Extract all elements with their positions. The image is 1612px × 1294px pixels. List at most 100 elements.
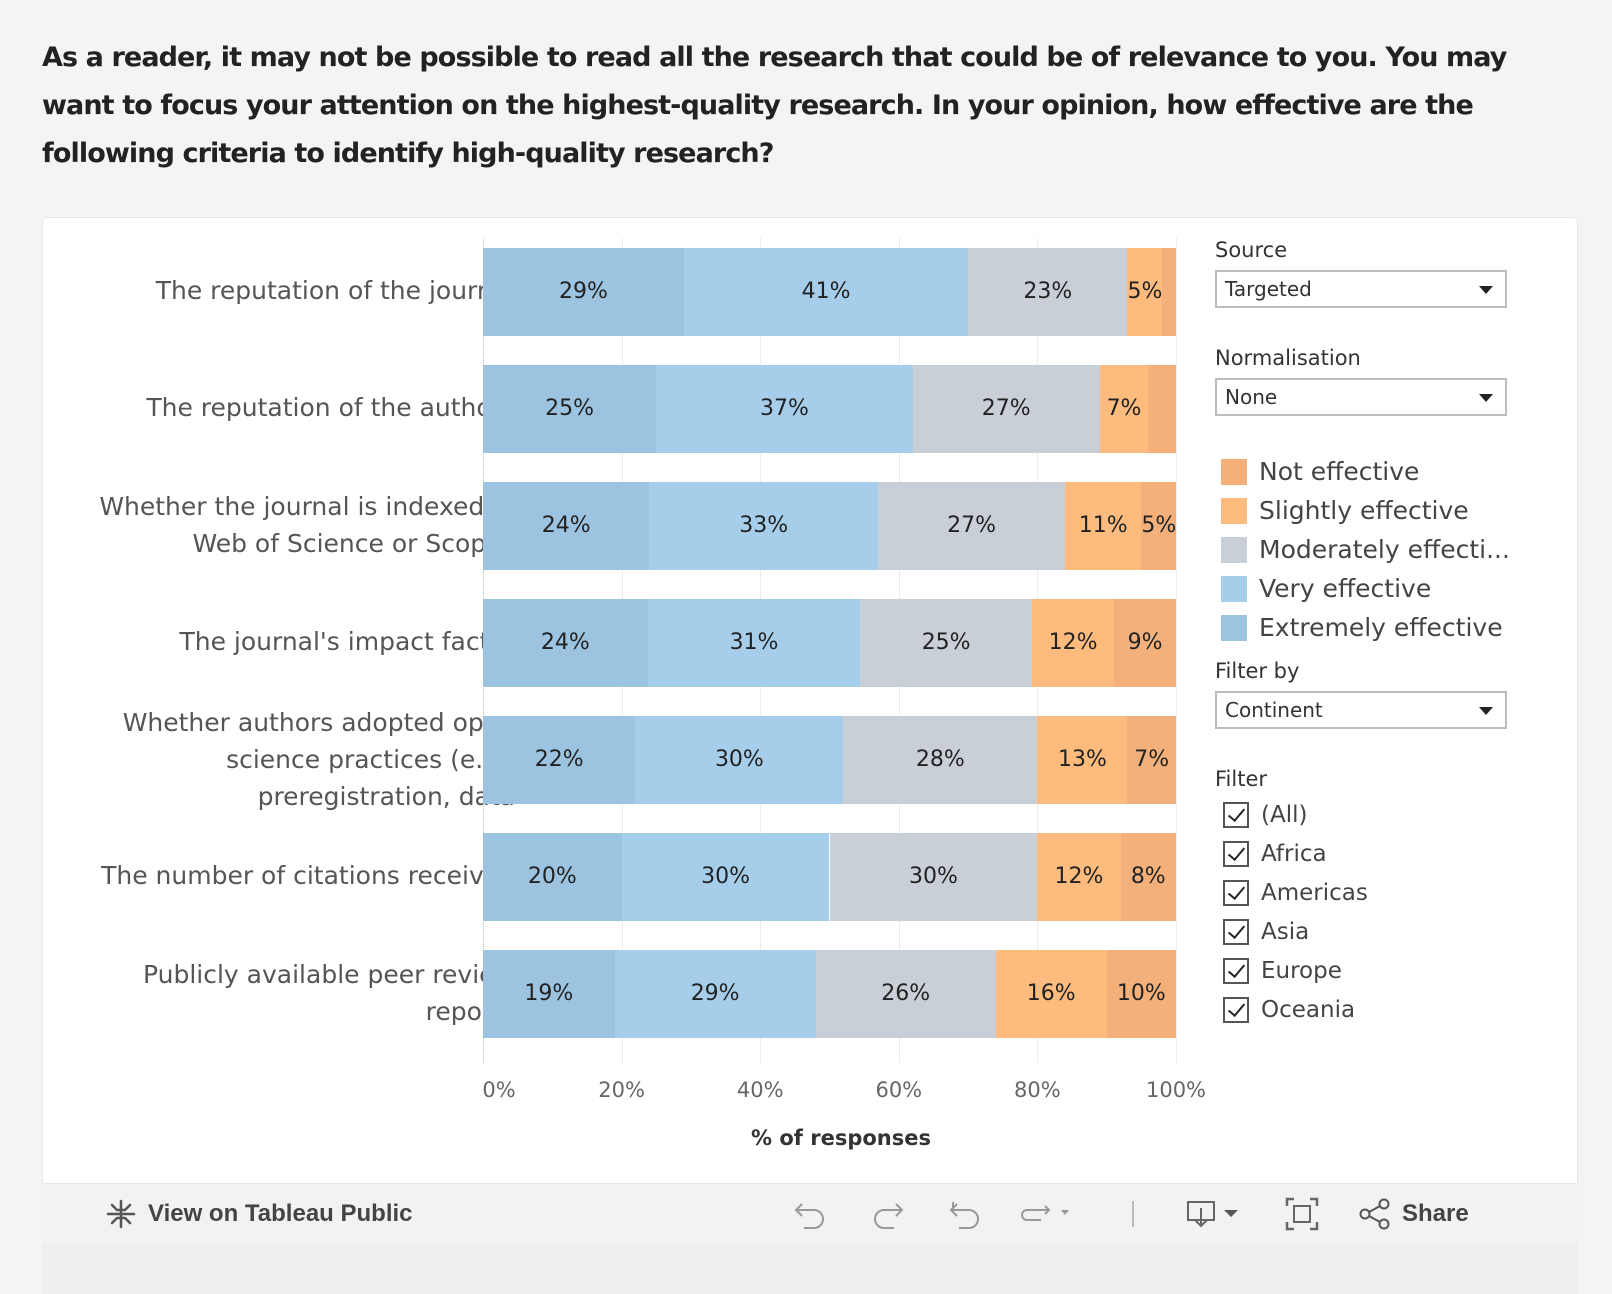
source-value: Targeted (1225, 277, 1312, 301)
download-button[interactable] (1184, 1184, 1244, 1244)
bar-segment[interactable] (649, 482, 878, 570)
data-label: 7% (1106, 396, 1142, 421)
bar-segment[interactable] (843, 716, 1038, 804)
legend-item[interactable]: Not effective (1215, 452, 1555, 491)
row-label: Publicly available peer review reports (85, 956, 515, 1030)
normalisation-value: None (1225, 385, 1278, 409)
data-label: 28% (915, 747, 965, 772)
view-on-tableau-link[interactable]: View on Tableau Public (104, 1184, 413, 1244)
checkbox-checked-icon[interactable] (1223, 840, 1249, 867)
bar-segment[interactable] (1120, 833, 1176, 921)
question-title: As a reader, it may not be possible to r… (42, 42, 1507, 169)
data-label: 37% (760, 396, 809, 421)
bar-segment[interactable] (483, 365, 657, 453)
legend-item[interactable]: Slightly effective (1215, 491, 1555, 530)
legend-item[interactable]: Extremely effective (1215, 608, 1555, 647)
x-tick-label: 60% (875, 1078, 923, 1102)
checkbox-checked-icon[interactable] (1223, 996, 1249, 1023)
checkbox-checked-icon[interactable] (1223, 801, 1249, 828)
checkbox-checked-icon[interactable] (1223, 879, 1249, 906)
filter-title: Filter (1215, 767, 1268, 791)
x-tick-label: 100% (1145, 1078, 1207, 1102)
bar-segment[interactable] (1162, 248, 1176, 336)
row-label-line: preregistration, data (257, 782, 515, 811)
bar-segment[interactable] (483, 248, 684, 336)
undo-button[interactable] (792, 1184, 828, 1244)
viz-panel: The reputation of the journal The reputat… (42, 217, 1578, 1294)
legend-swatch (1221, 497, 1247, 524)
download-icon (1187, 1201, 1238, 1228)
gridline (1176, 238, 1177, 1063)
redo-button[interactable] (870, 1184, 906, 1244)
bar-segment[interactable] (995, 950, 1107, 1038)
fullscreen-icon (1285, 1197, 1319, 1231)
legend-item[interactable]: Moderately effecti... (1215, 530, 1555, 569)
bar-segment[interactable] (1114, 599, 1176, 687)
bar-segment[interactable] (860, 599, 1032, 687)
bar-segment[interactable] (621, 833, 830, 921)
bar-segment[interactable] (1148, 365, 1176, 453)
row-label-line: The journal's impact factor (179, 627, 515, 656)
toolbar-divider (1132, 1184, 1134, 1244)
bar-segment[interactable] (1099, 365, 1149, 453)
filter-option-label: Americas (1261, 879, 1368, 906)
bar-segment[interactable] (878, 482, 1066, 570)
bar-segment[interactable] (1037, 833, 1121, 921)
bar-segment[interactable] (912, 365, 1100, 453)
filter-option[interactable]: (All) (1215, 795, 1555, 834)
bar-segment[interactable] (1127, 716, 1176, 804)
x-axis-ticks: 0% 20% 40% 60% 80% 100% (482, 1078, 1206, 1108)
bar-segment[interactable] (1106, 950, 1176, 1038)
filter-option-label: Oceania (1261, 996, 1356, 1023)
share-icon (1359, 1198, 1390, 1230)
row-label: The number of citations received (85, 857, 515, 894)
fullscreen-button[interactable] (1284, 1184, 1320, 1244)
checkbox-checked-icon[interactable] (1223, 918, 1249, 945)
bar-segment[interactable] (635, 716, 844, 804)
bar-segment[interactable] (483, 716, 636, 804)
view-on-tableau-label: View on Tableau Public (148, 1200, 413, 1227)
filter-option[interactable]: Oceania (1215, 990, 1555, 1029)
data-label: 30% (701, 864, 750, 889)
row-label: The reputation of the authors (85, 389, 515, 426)
bar-segment[interactable] (614, 950, 816, 1038)
filter-option-label: Europe (1261, 957, 1342, 984)
legend-item[interactable]: Very effective (1215, 569, 1555, 608)
bar-segment[interactable] (1065, 482, 1142, 570)
filter-option[interactable]: Europe (1215, 951, 1555, 990)
refresh-button[interactable] (1017, 1184, 1077, 1244)
data-label: 5% (1141, 513, 1177, 538)
revert-button[interactable] (947, 1184, 983, 1244)
source-title: Source (1215, 238, 1288, 262)
data-label: 12% (1054, 864, 1104, 889)
filter-by-dropdown[interactable]: Continent (1215, 691, 1507, 729)
bar-segment[interactable] (656, 365, 913, 453)
source-dropdown[interactable]: Targeted (1215, 270, 1507, 308)
share-button[interactable]: Share (1358, 1184, 1469, 1244)
checkbox-checked-icon[interactable] (1223, 957, 1249, 984)
filter-option[interactable]: Africa (1215, 834, 1555, 873)
bar-segment[interactable] (483, 482, 650, 570)
data-label: 27% (981, 396, 1031, 421)
bar-segment[interactable] (815, 950, 996, 1038)
data-label: 25% (921, 630, 971, 655)
bar-segment[interactable] (1037, 716, 1128, 804)
bar-segment[interactable] (683, 248, 969, 336)
filter-option[interactable]: Asia (1215, 912, 1555, 951)
normalisation-dropdown[interactable]: None (1215, 378, 1507, 416)
filter-option[interactable]: Americas (1215, 873, 1555, 912)
data-label: 20% (527, 864, 577, 889)
bar-segment[interactable] (829, 833, 1038, 921)
bar-segment[interactable] (483, 833, 622, 921)
bar-segment[interactable] (1031, 599, 1115, 687)
bar-segment[interactable] (647, 599, 861, 687)
filter-checklist: (All) Africa Americas Asia Europe Oceania (1215, 795, 1555, 1029)
bar-segment[interactable] (1127, 248, 1163, 336)
bar-segment[interactable] (968, 248, 1128, 336)
tableau-toolbar: View on Tableau Public Share (42, 1183, 1578, 1243)
bar-segment[interactable] (1141, 482, 1176, 570)
revert-icon (949, 1202, 979, 1229)
row-label: The journal's impact factor (85, 623, 515, 660)
bar-segment[interactable] (483, 599, 648, 687)
bar-segment[interactable] (483, 950, 615, 1038)
